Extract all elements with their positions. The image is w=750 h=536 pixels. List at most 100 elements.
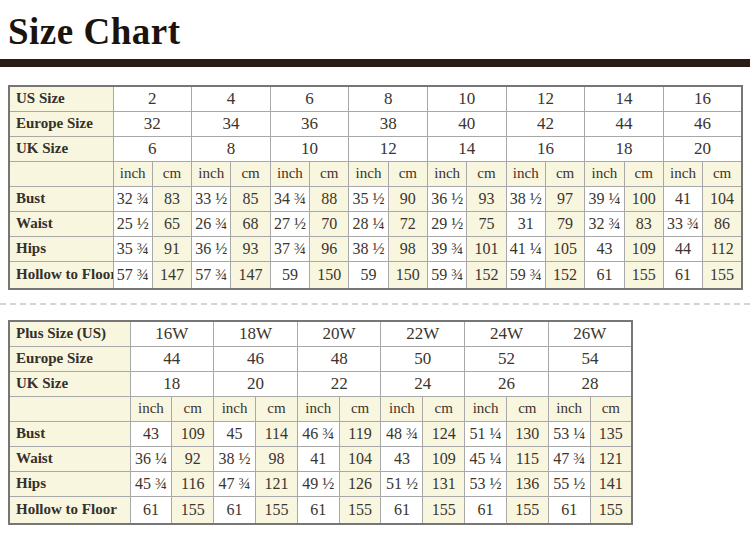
row-label: Europe Size — [9, 346, 130, 371]
inch-unit-cell: inch — [349, 161, 388, 186]
size-value-cell: 24W — [465, 321, 549, 347]
inch-unit-cell: inch — [130, 396, 172, 421]
cm-value-cell: 155 — [624, 261, 663, 289]
cm-value-cell: 91 — [152, 236, 191, 261]
inch-value-cell: 61 — [465, 496, 507, 524]
cm-unit-cell: cm — [255, 396, 297, 421]
size-value-cell: 44 — [130, 346, 214, 371]
inch-unit-cell: inch — [297, 396, 339, 421]
cm-unit-cell: cm — [590, 396, 632, 421]
inch-value-cell: 45 ¾ — [130, 471, 172, 496]
row-label: UK Size — [9, 136, 113, 161]
inch-unit-cell: inch — [585, 161, 624, 186]
inch-value-cell: 35 ½ — [349, 186, 388, 211]
cm-unit-cell: cm — [703, 161, 742, 186]
size-value-cell: 22W — [381, 321, 465, 347]
cm-value-cell: 98 — [255, 446, 297, 471]
size-header-row: Plus Size (US)16W18W20W22W24W26W — [9, 321, 632, 347]
inch-value-cell: 59 — [270, 261, 309, 289]
inch-value-cell: 48 ¾ — [381, 421, 423, 446]
size-value-cell: 12 — [349, 136, 428, 161]
inch-unit-cell: inch — [663, 161, 702, 186]
size-value-cell: 36 — [270, 111, 349, 136]
inch-value-cell: 51 ¼ — [465, 421, 507, 446]
cm-value-cell: 100 — [624, 186, 663, 211]
cm-value-cell: 131 — [423, 471, 465, 496]
row-label: Bust — [9, 186, 113, 211]
cm-value-cell: 88 — [310, 186, 349, 211]
inch-value-cell: 41 — [297, 446, 339, 471]
table-separator — [0, 303, 750, 305]
cm-value-cell: 116 — [172, 471, 214, 496]
cm-value-cell: 121 — [590, 446, 632, 471]
size-value-cell: 18 — [130, 371, 214, 396]
inch-value-cell: 41 ¼ — [506, 236, 545, 261]
inch-value-cell: 61 — [381, 496, 423, 524]
measurement-row: Bust32 ¾8333 ½8534 ¾8835 ½9036 ½9338 ½97… — [9, 186, 742, 211]
cm-value-cell: 65 — [152, 211, 191, 236]
cm-value-cell: 124 — [423, 421, 465, 446]
inch-value-cell: 32 ¾ — [585, 211, 624, 236]
cm-value-cell: 72 — [388, 211, 427, 236]
cm-value-cell: 155 — [703, 261, 742, 289]
inch-unit-cell: inch — [113, 161, 152, 186]
inch-value-cell: 36 ½ — [428, 186, 467, 211]
cm-value-cell: 135 — [590, 421, 632, 446]
inch-value-cell: 61 — [663, 261, 702, 289]
inch-value-cell: 35 ¾ — [113, 236, 152, 261]
unit-header-row: inchcminchcminchcminchcminchcminchcm — [9, 396, 632, 421]
size-value-cell: 46 — [663, 111, 742, 136]
size-value-cell: 20 — [214, 371, 298, 396]
row-label — [9, 161, 113, 186]
inch-value-cell: 38 ½ — [506, 186, 545, 211]
inch-value-cell: 28 ¼ — [349, 211, 388, 236]
inch-value-cell: 36 ½ — [192, 236, 231, 261]
size-header-row: Europe Size3234363840424446 — [9, 111, 742, 136]
cm-value-cell: 150 — [388, 261, 427, 289]
cm-value-cell: 90 — [388, 186, 427, 211]
size-header-row: UK Size182022242628 — [9, 371, 632, 396]
row-label: Hips — [9, 236, 113, 261]
cm-value-cell: 147 — [231, 261, 270, 289]
inch-value-cell: 59 — [349, 261, 388, 289]
inch-value-cell: 41 — [663, 186, 702, 211]
inch-value-cell: 53 ½ — [465, 471, 507, 496]
cm-value-cell: 109 — [423, 446, 465, 471]
inch-value-cell: 39 ¾ — [428, 236, 467, 261]
inch-unit-cell: inch — [428, 161, 467, 186]
measurement-row: Waist25 ½6526 ¾6827 ½7028 ¼7229 ½7531793… — [9, 211, 742, 236]
size-value-cell: 16 — [506, 136, 585, 161]
inch-value-cell: 49 ½ — [297, 471, 339, 496]
row-label: Bust — [9, 421, 130, 446]
cm-value-cell: 104 — [339, 446, 381, 471]
plus-size-table: Plus Size (US)16W18W20W22W24W26WEurope S… — [8, 320, 633, 525]
cm-value-cell: 155 — [339, 496, 381, 524]
size-value-cell: 32 — [113, 111, 192, 136]
cm-value-cell: 93 — [467, 186, 506, 211]
cm-value-cell: 109 — [172, 421, 214, 446]
row-label: Plus Size (US) — [9, 321, 130, 347]
inch-value-cell: 31 — [506, 211, 545, 236]
inch-value-cell: 43 — [381, 446, 423, 471]
size-value-cell: 24 — [381, 371, 465, 396]
row-label: Hips — [9, 471, 130, 496]
measurement-row: Hollow to Floor6115561155611556115561155… — [9, 496, 632, 524]
cm-value-cell: 141 — [590, 471, 632, 496]
size-value-cell: 46 — [214, 346, 298, 371]
title-rule — [0, 59, 750, 67]
cm-value-cell: 104 — [703, 186, 742, 211]
size-value-cell: 6 — [113, 136, 192, 161]
cm-unit-cell: cm — [423, 396, 465, 421]
size-value-cell: 10 — [428, 86, 507, 112]
size-value-cell: 8 — [349, 86, 428, 112]
size-value-cell: 14 — [585, 86, 664, 112]
inch-value-cell: 55 ½ — [548, 471, 590, 496]
measurement-row: Waist36 ¼9238 ½98411044310945 ¼11547 ¾12… — [9, 446, 632, 471]
cm-value-cell: 92 — [172, 446, 214, 471]
size-value-cell: 48 — [297, 346, 381, 371]
size-value-cell: 26W — [548, 321, 632, 347]
inch-value-cell: 38 ½ — [214, 446, 256, 471]
inch-value-cell: 61 — [585, 261, 624, 289]
measurement-row: Hips35 ¾9136 ½9337 ¾9638 ½9839 ¾10141 ¼1… — [9, 236, 742, 261]
cm-value-cell: 136 — [506, 471, 548, 496]
